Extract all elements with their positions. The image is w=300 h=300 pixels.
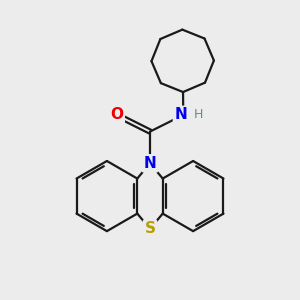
Text: H: H: [194, 108, 203, 121]
Text: S: S: [145, 221, 155, 236]
Text: N: N: [144, 156, 156, 171]
Text: O: O: [110, 107, 123, 122]
Text: N: N: [175, 107, 187, 122]
